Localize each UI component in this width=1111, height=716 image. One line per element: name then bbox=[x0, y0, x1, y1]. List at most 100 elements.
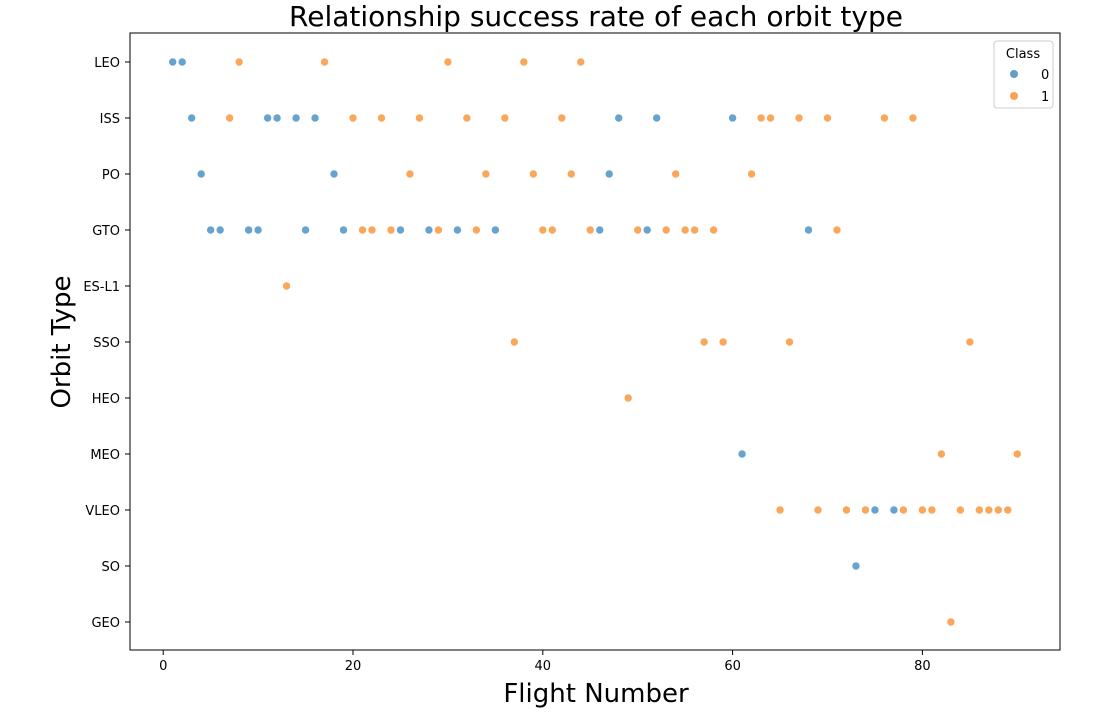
y-tick-label: SO bbox=[102, 560, 120, 575]
data-point-class-1 bbox=[756, 113, 766, 123]
data-point-class-1 bbox=[510, 337, 519, 347]
y-tick-label: PO bbox=[102, 168, 120, 183]
data-point-class-1 bbox=[946, 617, 956, 627]
x-tick-label: 20 bbox=[345, 659, 362, 674]
data-point-class-0 bbox=[168, 57, 178, 67]
data-point-class-1 bbox=[785, 337, 794, 347]
data-point-class-0 bbox=[652, 113, 661, 123]
data-point-class-1 bbox=[225, 113, 234, 123]
data-point-class-1 bbox=[348, 113, 358, 123]
data-point-class-0 bbox=[339, 225, 348, 235]
data-point-class-0 bbox=[642, 225, 652, 235]
data-point-class-1 bbox=[377, 113, 386, 123]
y-tick-label: GEO bbox=[91, 616, 120, 631]
data-point-class-1 bbox=[937, 449, 946, 459]
data-point-class-1 bbox=[747, 169, 756, 179]
x-axis-label: Flight Number bbox=[503, 679, 689, 709]
data-point-class-1 bbox=[633, 225, 643, 235]
y-tick-label: GTO bbox=[92, 224, 120, 239]
data-point-class-0 bbox=[272, 113, 282, 123]
data-point-class-0 bbox=[253, 225, 263, 235]
data-point-class-1 bbox=[529, 169, 538, 179]
data-point-class-1 bbox=[661, 225, 671, 235]
data-point-class-0 bbox=[187, 113, 196, 123]
data-point-class-0 bbox=[310, 113, 320, 123]
data-point-class-1 bbox=[927, 505, 937, 515]
data-point-class-0 bbox=[870, 505, 880, 515]
x-tick-label: 40 bbox=[535, 659, 552, 674]
data-point-class-0 bbox=[595, 225, 605, 235]
data-point-class-1 bbox=[434, 225, 443, 235]
data-point-class-1 bbox=[918, 505, 927, 515]
data-point-class-1 bbox=[699, 337, 709, 347]
data-point-class-1 bbox=[899, 505, 908, 515]
data-point-class-0 bbox=[291, 113, 301, 123]
y-tick-label: ES-L1 bbox=[83, 280, 120, 295]
data-point-class-1 bbox=[709, 225, 718, 235]
data-point-class-1 bbox=[405, 169, 415, 179]
y-tick-label: ISS bbox=[100, 112, 120, 127]
data-point-class-1 bbox=[908, 113, 918, 123]
data-point-class-1 bbox=[623, 393, 633, 403]
y-tick-label: MEO bbox=[90, 448, 120, 463]
data-point-class-0 bbox=[453, 225, 462, 235]
legend-label-1: 1 bbox=[1041, 90, 1049, 105]
y-tick-label: HEO bbox=[92, 392, 120, 407]
data-point-class-1 bbox=[861, 505, 870, 515]
data-point-class-1 bbox=[794, 113, 804, 123]
legend-label-0: 0 bbox=[1041, 68, 1049, 83]
x-axis-ticks: 0 20 40 60 80 bbox=[159, 650, 931, 674]
data-point-class-0 bbox=[196, 169, 206, 179]
data-point-class-1 bbox=[415, 113, 424, 123]
data-point-class-1 bbox=[813, 505, 823, 515]
data-point-class-1 bbox=[358, 225, 367, 235]
data-point-class-1 bbox=[472, 225, 481, 235]
data-point-class-1 bbox=[576, 57, 586, 67]
legend: Class 0 1 bbox=[993, 40, 1054, 109]
data-point-class-1 bbox=[462, 113, 472, 123]
y-tick-label: LEO bbox=[94, 56, 120, 71]
data-point-class-1 bbox=[680, 225, 690, 235]
data-point-class-1 bbox=[538, 225, 548, 235]
data-point-class-1 bbox=[500, 113, 510, 123]
data-point-class-1 bbox=[842, 505, 851, 515]
x-tick-label: 80 bbox=[914, 659, 931, 674]
data-point-class-1 bbox=[956, 505, 965, 515]
data-point-class-0 bbox=[737, 449, 747, 459]
data-point-class-0 bbox=[851, 561, 861, 571]
legend-marker-1 bbox=[1010, 92, 1018, 100]
data-point-class-1 bbox=[367, 225, 377, 235]
data-point-class-1 bbox=[282, 281, 291, 291]
y-axis-label: Orbit Type bbox=[47, 275, 77, 408]
data-point-class-1 bbox=[832, 225, 842, 235]
data-point-class-0 bbox=[301, 225, 310, 235]
data-point-class-0 bbox=[206, 225, 215, 235]
legend-box bbox=[993, 40, 1054, 109]
data-point-class-0 bbox=[263, 113, 272, 123]
legend-title: Class bbox=[1006, 47, 1040, 62]
data-point-class-0 bbox=[424, 225, 434, 235]
data-point-class-0 bbox=[177, 57, 187, 67]
data-point-class-1 bbox=[557, 113, 567, 123]
data-point-class-1 bbox=[718, 337, 728, 347]
legend-marker-0 bbox=[1010, 70, 1018, 78]
data-point-class-0 bbox=[215, 225, 225, 235]
data-point-class-1 bbox=[547, 225, 557, 235]
data-point-class-0 bbox=[889, 505, 899, 515]
y-tick-label: VLEO bbox=[85, 504, 120, 519]
plot-area-frame bbox=[129, 32, 1061, 651]
data-point-class-1 bbox=[1003, 505, 1013, 515]
data-points bbox=[168, 57, 1022, 627]
x-tick-label: 0 bbox=[159, 659, 167, 674]
chart-title: Relationship success rate of each orbit … bbox=[289, 0, 903, 33]
data-point-class-1 bbox=[823, 113, 832, 123]
data-point-class-0 bbox=[329, 169, 339, 179]
data-point-class-1 bbox=[965, 337, 975, 347]
x-tick-label: 60 bbox=[724, 659, 741, 674]
data-point-class-1 bbox=[766, 113, 775, 123]
data-point-class-1 bbox=[1012, 449, 1022, 459]
data-point-class-1 bbox=[994, 505, 1003, 515]
data-point-class-0 bbox=[491, 225, 500, 235]
data-point-class-1 bbox=[984, 505, 994, 515]
